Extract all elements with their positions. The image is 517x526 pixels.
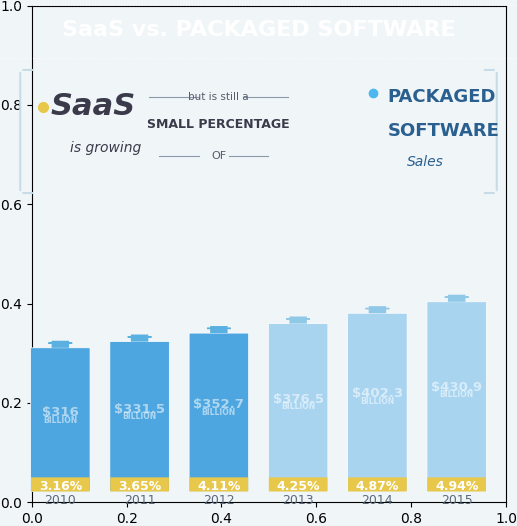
Text: BILLION: BILLION [123,412,157,421]
FancyBboxPatch shape [52,341,69,348]
Text: PACKAGED: PACKAGED [388,88,496,106]
Text: is growing: is growing [70,141,141,155]
Text: 3.16%: 3.16% [39,480,82,493]
Text: 2013: 2013 [282,494,314,507]
Text: $316: $316 [42,406,79,419]
FancyBboxPatch shape [269,478,327,491]
FancyBboxPatch shape [369,306,386,313]
FancyBboxPatch shape [190,478,248,491]
FancyBboxPatch shape [210,326,227,333]
Text: $376.5: $376.5 [272,392,324,406]
FancyBboxPatch shape [189,333,249,491]
Text: SMALL PERCENTAGE: SMALL PERCENTAGE [147,118,290,131]
FancyBboxPatch shape [110,341,170,491]
Text: $402.3: $402.3 [352,387,403,400]
Text: OF: OF [211,151,226,161]
FancyBboxPatch shape [348,313,407,491]
FancyBboxPatch shape [110,478,169,491]
FancyBboxPatch shape [268,323,328,491]
FancyBboxPatch shape [428,478,486,491]
Text: SaaS: SaaS [50,93,135,122]
Text: Sales: Sales [407,155,444,169]
Text: 2010: 2010 [44,494,76,507]
FancyBboxPatch shape [290,317,307,323]
FancyBboxPatch shape [427,302,486,491]
Text: $430.9: $430.9 [431,381,482,393]
Text: but is still a: but is still a [189,92,249,103]
FancyBboxPatch shape [31,478,89,491]
Text: 2012: 2012 [203,494,235,507]
FancyBboxPatch shape [131,335,148,341]
Text: BILLION: BILLION [43,416,78,424]
Text: BILLION: BILLION [360,397,394,406]
FancyBboxPatch shape [448,295,465,302]
Text: 2015: 2015 [441,494,473,507]
Text: BILLION: BILLION [202,408,236,417]
Text: $331.5: $331.5 [114,402,165,416]
Text: SaaS vs. PACKAGED SOFTWARE: SaaS vs. PACKAGED SOFTWARE [62,21,455,41]
Text: 4.25%: 4.25% [277,480,320,493]
FancyBboxPatch shape [348,478,407,491]
Text: $352.7: $352.7 [193,398,245,411]
Text: BILLION: BILLION [439,390,474,399]
Text: 2014: 2014 [361,494,393,507]
FancyBboxPatch shape [31,348,90,491]
Text: BILLION: BILLION [281,402,315,411]
Text: 2011: 2011 [124,494,156,507]
Text: 4.87%: 4.87% [356,480,399,493]
Text: 4.11%: 4.11% [197,480,240,493]
Text: SOFTWARE: SOFTWARE [388,123,499,140]
Text: 3.65%: 3.65% [118,480,161,493]
Text: 4.94%: 4.94% [435,480,478,493]
